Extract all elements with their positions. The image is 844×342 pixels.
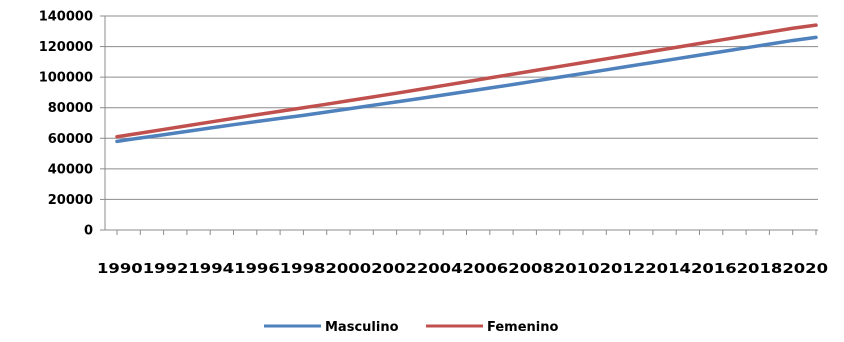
legend-label-masculino: Masculino [325,320,399,335]
x-tick-label: 1994 [188,262,234,277]
y-tick-label: 100000 [39,71,93,86]
x-tick-label: 2004 [417,262,463,277]
series-line-femenino [115,23,818,139]
series-lines [115,23,818,144]
x-tick-label: 2000 [325,262,371,277]
x-tick-labels: 1990 1992 1994 1996 1998 2000 2002 2004 2006 2008… [97,262,828,277]
y-tick-label: 20000 [48,193,93,208]
x-tick-label: 2020 [782,262,828,277]
x-tick-label: 1998 [280,262,326,277]
x-tick-label: 2008 [508,262,554,277]
gridlines [105,15,818,200]
y-tick-label: 60000 [48,132,93,147]
legend-label-femenino: Femenino [487,320,558,335]
axes [100,15,818,235]
y-tick-label: 80000 [48,101,93,116]
x-tick-label: 2006 [463,262,509,277]
y-tick-label: 40000 [48,162,93,177]
x-tick-label: 2002 [371,262,417,277]
y-tick-label: 0 [84,224,93,239]
series-line-masculino [115,35,818,144]
y-tick-labels: 0 20000 40000 60000 80000 100000 120000 140000 [39,10,93,239]
x-tick-label: 2014 [645,262,691,277]
x-tick-label: 2016 [691,262,737,277]
y-tick-label: 140000 [39,10,93,25]
x-tick-label: 2018 [737,262,783,277]
x-tick-label: 1990 [97,262,143,277]
x-tick-label: 1992 [143,262,189,277]
x-tick-label: 2010 [554,262,600,277]
legend: Masculino Femenino [264,320,558,335]
x-tick-label: 2012 [600,262,646,277]
x-tick-label: 1996 [234,262,280,277]
y-tick-label: 120000 [39,40,93,55]
